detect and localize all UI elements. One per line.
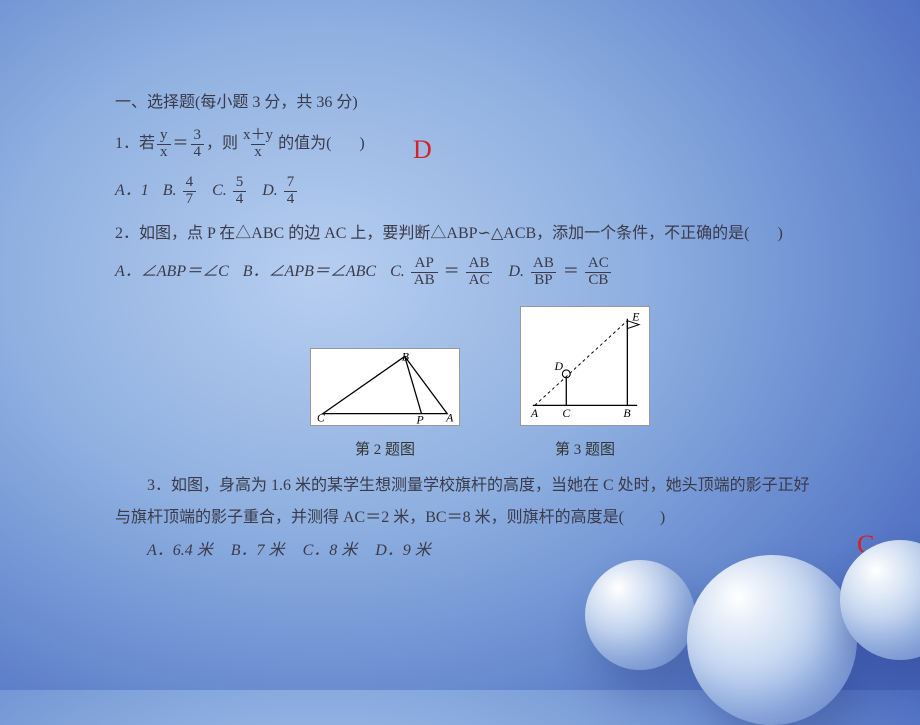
q1-frac3: x＋y x [240, 128, 276, 161]
q3-line2: 与旗杆顶端的影子重合，并测得 AC＝2 米，BC＝8 米，则旗杆的高度是( [115, 509, 624, 526]
q2-d-lead: D. [508, 263, 524, 280]
fig3-label-c: C [562, 406, 570, 420]
q1-answer: D [413, 135, 432, 165]
q1-frac3-num: x＋y [240, 128, 276, 144]
q1-frac3-den: x [251, 144, 265, 161]
q2-c-lead: C. [390, 263, 405, 280]
q2-opt-a: A．∠ABP＝∠C [115, 257, 229, 287]
q2-d-rn: AC [585, 256, 612, 272]
q2-opt-b: B．∠APB＝∠ABC [243, 257, 376, 287]
q1-b-den: 7 [183, 191, 197, 208]
q2-c-lfrac: AP AB [411, 256, 438, 289]
q1-frac1: y x [157, 128, 171, 161]
q2-d-ld: BP [531, 272, 555, 289]
q1-frac2-den: 4 [191, 144, 205, 161]
q1-c-num: 5 [233, 175, 247, 191]
fig2-box: B C P A 第 2 题图 [310, 348, 460, 465]
fig2-image: B C P A [310, 348, 460, 426]
q2-d-rfrac: AC CB [585, 256, 612, 289]
fig3-label-a: A [530, 406, 539, 420]
q2-d-rd: CB [585, 272, 611, 289]
fig3-label-b: B [623, 406, 630, 420]
q1-frac2-num: 3 [191, 128, 205, 144]
q1-frac1-num: y [157, 128, 171, 144]
fig3-label-d: D [553, 359, 563, 373]
fig2-label-p: P [416, 413, 424, 426]
q1-stem: 1．若 y x ＝ 3 4 ，则 x＋y x 的值为( ) [115, 128, 845, 161]
q2-c-rfrac: AB AC [466, 256, 493, 289]
content-panel: 一、选择题(每小题 3 分，共 36 分) 1．若 y x ＝ 3 4 ，则 x… [115, 88, 845, 566]
q2-c-rn: AB [466, 256, 493, 272]
q2-c-eq: ＝ [444, 263, 460, 280]
section-title: 一、选择题(每小题 3 分，共 36 分) [115, 88, 845, 118]
fig3-label-e: E [631, 310, 640, 324]
q1-options: A．1 B. 4 7 C. 5 4 D. 7 4 [115, 175, 845, 208]
q2-c-ld: AB [411, 272, 438, 289]
q2-opt-c: C. AP AB ＝ AB AC [390, 256, 494, 289]
q1-d-den: 4 [284, 191, 298, 208]
q1-opt-b: B. 4 7 [163, 175, 198, 208]
q2-stem: 2．如图，点 P 在△ABC 的边 AC 上，要判断△ABP∽△ACB，添加一个… [115, 219, 845, 249]
q1-opt-b-lead: B. [163, 182, 177, 199]
q1-opt-d: D. 7 4 [262, 175, 299, 208]
q1-c-den: 4 [233, 191, 247, 208]
fig2-label-c: C [317, 411, 325, 425]
q2-text: 2．如图，点 P 在△ABC 的边 AC 上，要判断△ABP∽△ACB，添加一个… [115, 219, 750, 249]
figures-row: B C P A 第 2 题图 A C B [115, 306, 845, 465]
q1-opt-d-frac: 7 4 [284, 175, 298, 208]
q1-close: ) [359, 129, 364, 159]
q3-opt-c: C．8 米 [303, 542, 358, 559]
q1-opt-c: C. 5 4 [212, 175, 248, 208]
q2-d-ln: AB [530, 256, 557, 272]
q3-line1: 3．如图，身高为 1.6 米的某学生想测量学校旗杆的高度，当她在 C 处时，她头… [115, 471, 845, 501]
q3-options: A．6.4 米 B．7 米 C．8 米 D．9 米 [115, 536, 845, 566]
q2-options: A．∠ABP＝∠C B．∠APB＝∠ABC C. AP AB ＝ AB AC D… [115, 256, 845, 289]
q2-d-lfrac: AB BP [530, 256, 557, 289]
q1-lead: 1．若 [115, 129, 155, 159]
q3-opt-b: B．7 米 [231, 542, 285, 559]
q1-opt-d-lead: D. [262, 182, 278, 199]
q2-close: ) [778, 219, 783, 249]
q2-c-ln: AP [412, 256, 437, 272]
q1-mid: ，则 [206, 129, 238, 159]
fig3-box: A C B D E 第 3 题图 [520, 306, 650, 465]
q1-opt-b-frac: 4 7 [183, 175, 197, 208]
fig2-caption: 第 2 题图 [355, 436, 415, 465]
fig2-label-b: B [402, 350, 409, 364]
q1-tail: 的值为( [278, 129, 331, 159]
q1-frac1-den: x [157, 144, 171, 161]
q3-line2-row: 与旗杆顶端的影子重合，并测得 AC＝2 米，BC＝8 米，则旗杆的高度是( ) [115, 503, 845, 533]
q3-close: ) [660, 509, 665, 526]
q1-eq1: ＝ [173, 129, 189, 159]
q1-opt-c-frac: 5 4 [233, 175, 247, 208]
q2-opt-d: D. AB BP ＝ AC CB [508, 256, 613, 289]
decor-sphere [585, 560, 695, 670]
q3-opt-d: D．9 米 [375, 542, 431, 559]
fig2-label-a: A [445, 411, 454, 425]
q1-opt-c-lead: C. [212, 182, 227, 199]
q1-d-num: 7 [284, 175, 298, 191]
q1-frac2: 3 4 [191, 128, 205, 161]
q3-opt-a: A．6.4 米 [147, 542, 213, 559]
q1-opt-a: A．1 [115, 176, 149, 206]
decor-sphere [687, 555, 857, 725]
fig3-image: A C B D E [520, 306, 650, 426]
q1-b-num: 4 [183, 175, 197, 191]
fig3-caption: 第 3 题图 [555, 436, 615, 465]
q2-d-eq: ＝ [563, 263, 579, 280]
q2-c-rd: AC [466, 272, 493, 289]
